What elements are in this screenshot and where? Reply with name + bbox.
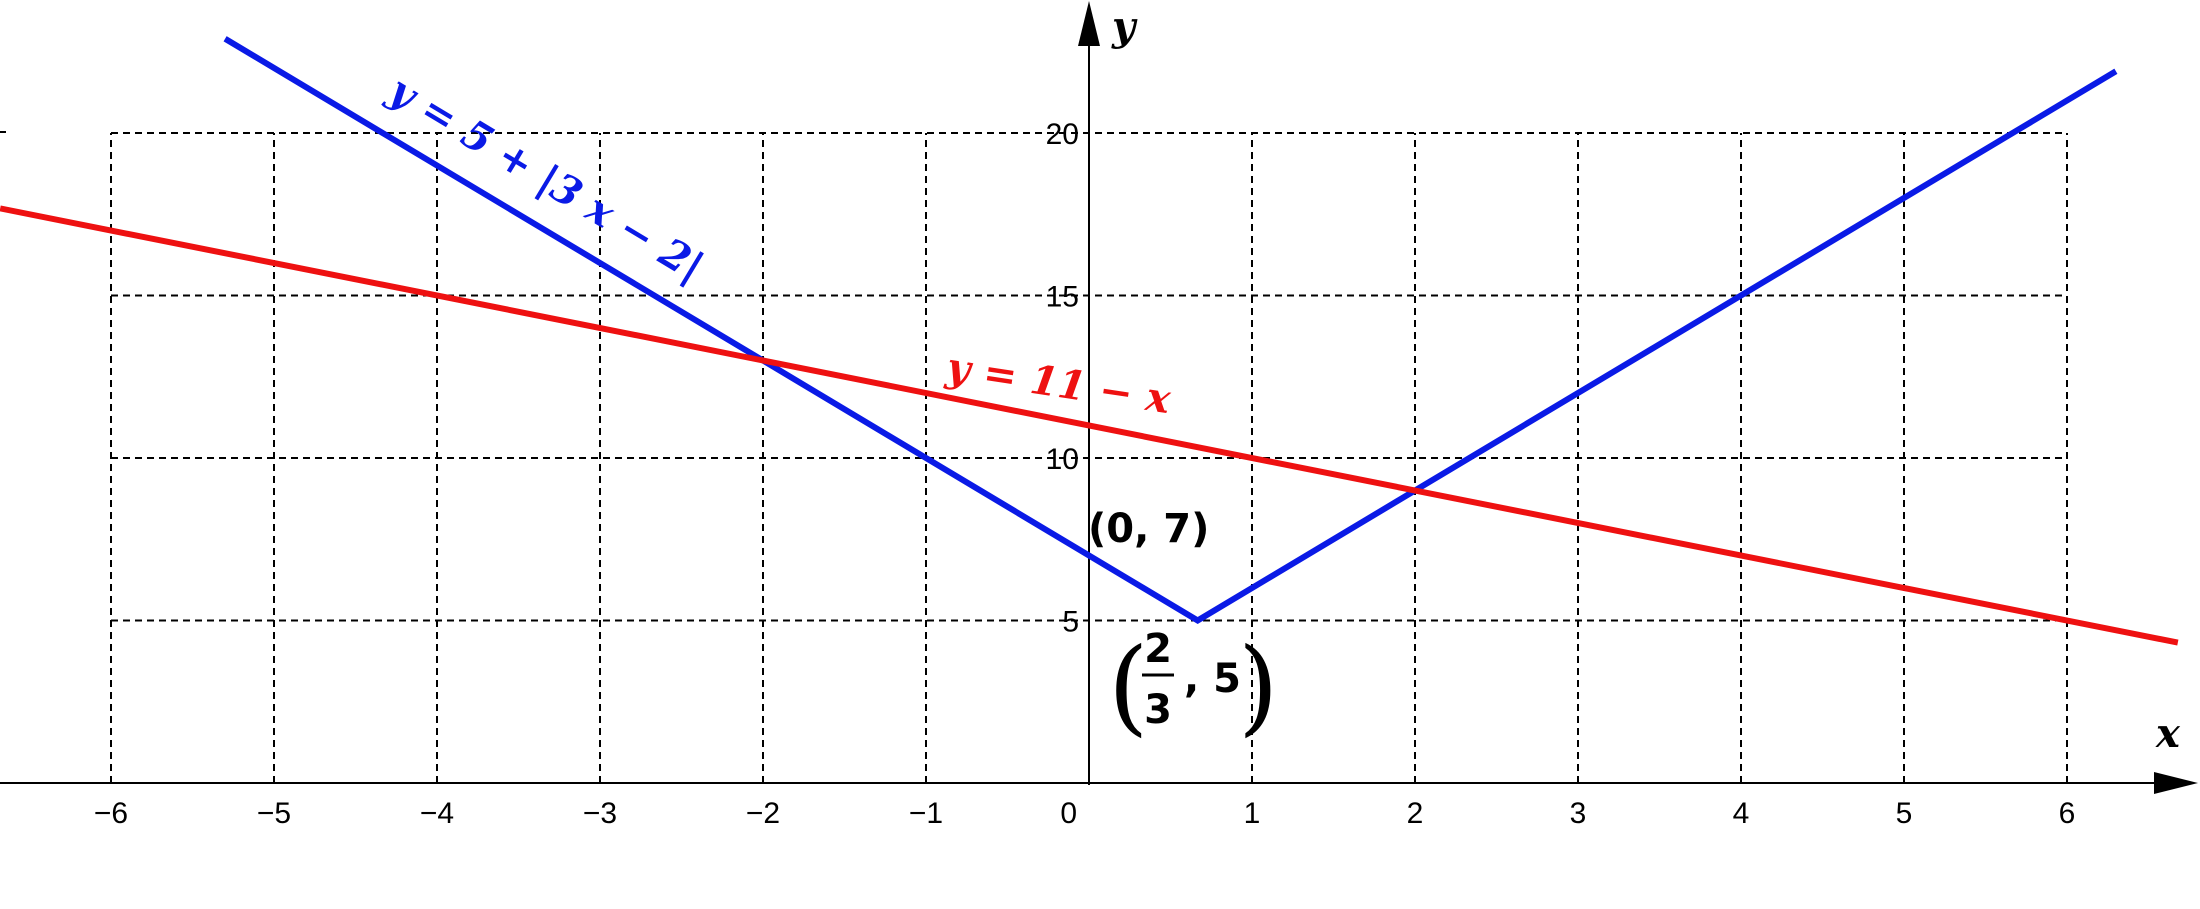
x-tick-label: −4 xyxy=(420,797,454,830)
x-tick-label: 4 xyxy=(1733,797,1750,830)
axes xyxy=(0,1,2198,794)
x-tick-label: −2 xyxy=(746,797,780,830)
x-tick-label: 3 xyxy=(1570,797,1587,830)
vertex-left-paren: ( xyxy=(1108,625,1149,747)
x-tick-label: 0 xyxy=(1060,797,1077,830)
x-axis-arrow-icon xyxy=(2154,772,2198,794)
x-tick-label: 2 xyxy=(1407,797,1424,830)
vertex-denominator: 3 xyxy=(1144,687,1172,733)
vertex-tail: , 5 xyxy=(1184,656,1241,702)
series-label-absolute: y = 5 + |3 x − 2| xyxy=(380,66,712,291)
y-tick-label: 15 xyxy=(1046,281,1079,314)
ticks: −6 −5 −4 −3 −2 −1 0 1 2 3 4 5 6 5 10 15 20 xyxy=(94,118,2075,830)
point-label-y-intercept: (0, 7) xyxy=(1088,506,1209,552)
y-tick-label: 20 xyxy=(1046,118,1079,151)
y-tick-label: 10 xyxy=(1046,443,1079,476)
y-axis-arrow-icon xyxy=(1078,1,1100,46)
point-label-vertex: ( 2 3 , 5 ) xyxy=(1108,625,1279,747)
vertex-numerator: 2 xyxy=(1144,626,1172,672)
x-axis-label: x xyxy=(2155,710,2181,757)
series-label-linear: y = 11 − x xyxy=(943,343,1175,423)
x-tick-label: 6 xyxy=(2059,797,2076,830)
x-tick-label: −5 xyxy=(257,797,291,830)
x-tick-label: 1 xyxy=(1244,797,1261,830)
series-linear-line xyxy=(0,205,2179,646)
series-absolute-value-line xyxy=(223,36,2118,624)
x-tick-label: −3 xyxy=(583,797,617,830)
y-axis-label: y xyxy=(1111,3,1138,50)
x-tick-label: −6 xyxy=(94,797,128,830)
curves xyxy=(0,36,2179,646)
vertex-right-paren: ) xyxy=(1238,625,1279,747)
y-tick-label: 5 xyxy=(1062,606,1079,639)
x-tick-label: 5 xyxy=(1896,797,1913,830)
x-tick-label: −1 xyxy=(909,797,943,830)
